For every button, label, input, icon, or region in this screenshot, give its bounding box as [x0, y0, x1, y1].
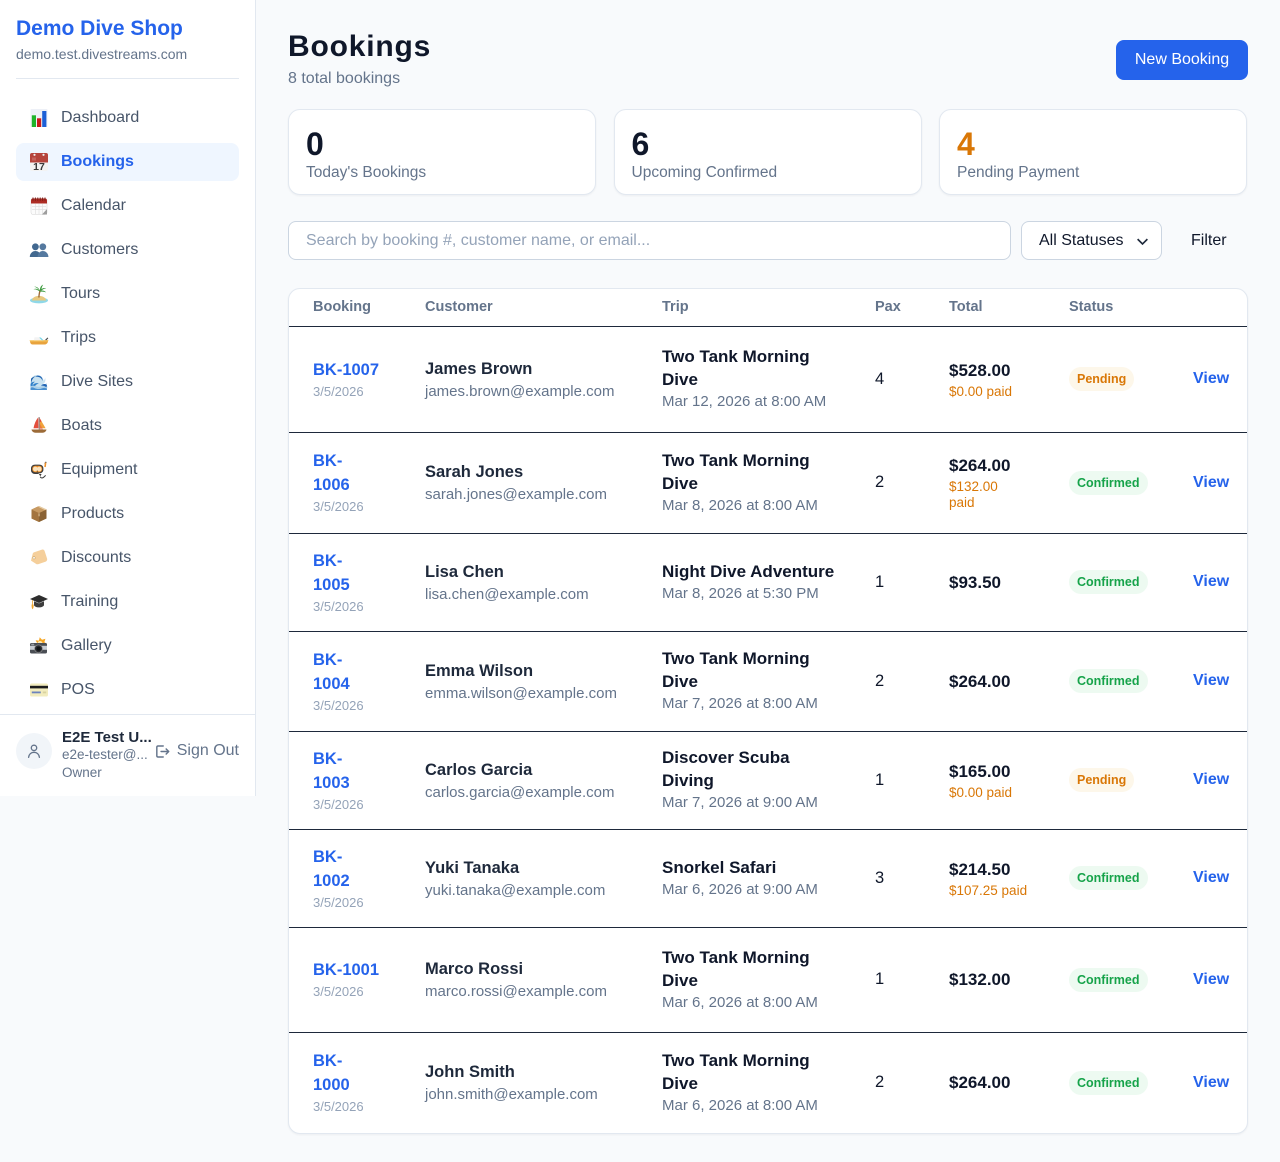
svg-text:17: 17 — [33, 161, 45, 172]
